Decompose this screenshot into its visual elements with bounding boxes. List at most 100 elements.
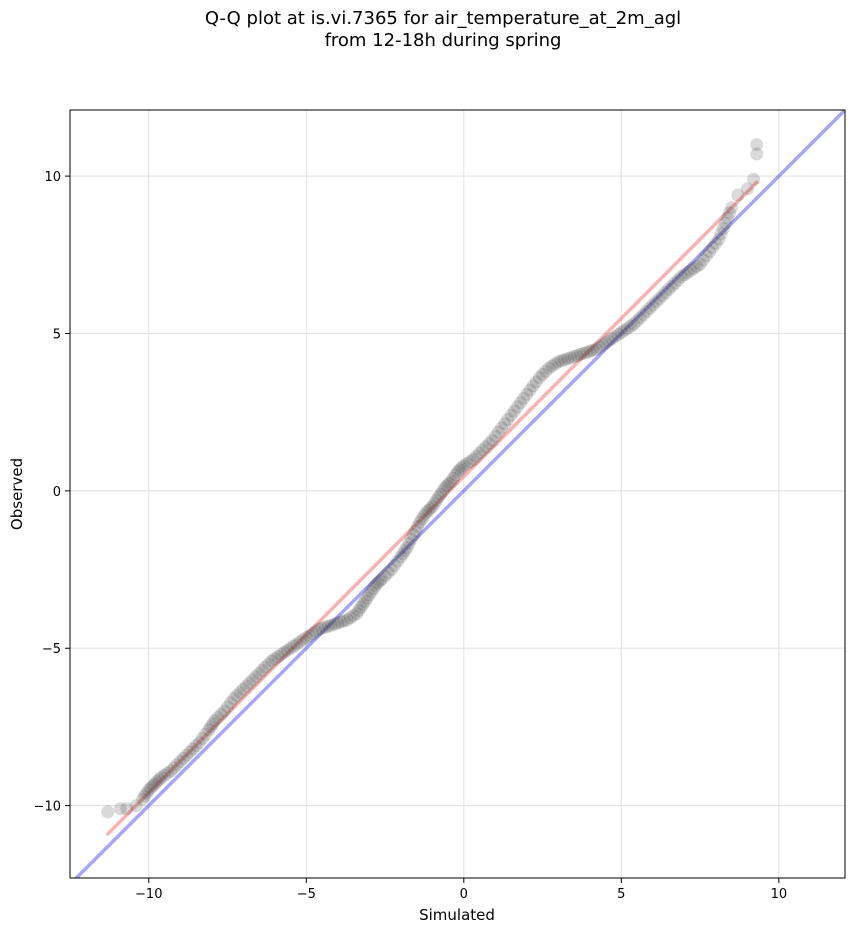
data-point (455, 461, 469, 475)
data-point (617, 323, 631, 337)
data-point (421, 504, 435, 518)
data-point (204, 720, 218, 734)
data-point (680, 266, 694, 280)
data-point (402, 536, 416, 550)
data-point (589, 342, 603, 356)
data-point (448, 468, 462, 482)
data-point (243, 676, 257, 690)
data-point (643, 301, 657, 315)
data-point (599, 336, 613, 350)
data-point (558, 353, 572, 367)
data-point (573, 347, 587, 361)
data-point (230, 688, 244, 702)
data-point (658, 286, 672, 300)
data-point (265, 654, 279, 668)
data-point (358, 594, 372, 608)
data-point (217, 704, 231, 718)
data-point (491, 425, 505, 439)
data-point (703, 245, 717, 259)
data-point (398, 544, 412, 558)
y-tick-label: −10 (34, 800, 61, 815)
data-point (709, 236, 723, 250)
data-point (258, 660, 272, 674)
data-point (268, 652, 282, 666)
data-point (699, 249, 713, 263)
data-point (129, 799, 143, 813)
data-point (633, 311, 647, 325)
data-point (400, 541, 414, 555)
data-point (750, 138, 764, 152)
data-point (180, 748, 194, 762)
data-point (592, 340, 606, 354)
data-point (662, 282, 676, 296)
data-point (391, 554, 405, 568)
data-point (318, 620, 332, 634)
fit-line (106, 180, 759, 836)
data-point (595, 338, 609, 352)
data-point (271, 650, 285, 664)
data-point (321, 619, 335, 633)
data-point (384, 563, 398, 577)
data-point (142, 783, 156, 797)
data-point (138, 789, 152, 803)
data-point (296, 633, 310, 647)
data-point (750, 147, 764, 161)
data-point (479, 440, 493, 454)
data-point (451, 465, 464, 479)
data-point (720, 211, 734, 225)
data-point (453, 463, 467, 477)
data-point (396, 547, 410, 561)
data-point (627, 317, 641, 331)
data-point (640, 304, 654, 318)
data-point (611, 328, 625, 342)
data-point (583, 344, 597, 358)
data-point (460, 457, 474, 471)
data-point (150, 774, 164, 788)
data-point (495, 421, 509, 435)
data-point (722, 206, 736, 220)
data-point (140, 786, 154, 800)
data-point (469, 449, 483, 463)
data-point (415, 512, 429, 526)
data-point (352, 603, 366, 617)
x-tick-label: 10 (771, 887, 788, 902)
x-tick-label: −5 (297, 887, 316, 902)
data-point (440, 479, 454, 493)
y-tick-label: 5 (53, 327, 61, 342)
data-point (364, 585, 378, 599)
data-point (354, 600, 368, 614)
data-point (202, 723, 216, 737)
data-point (176, 751, 190, 765)
data-point (463, 454, 477, 468)
data-point (438, 481, 452, 495)
data-point (211, 710, 225, 724)
data-point (501, 413, 515, 427)
data-point (614, 325, 628, 339)
data-point (299, 631, 313, 645)
data-point (577, 346, 591, 360)
data-point (687, 261, 701, 275)
data-point (444, 474, 458, 488)
data-point (195, 731, 209, 745)
data-point (714, 227, 728, 241)
data-point (406, 528, 420, 542)
data-point (564, 351, 578, 365)
data-point (306, 627, 320, 641)
data-point (173, 755, 187, 769)
data-point (334, 615, 348, 629)
data-point (408, 524, 422, 538)
chart-title-block: Q-Q plot at is.vi.7365 for air_temperatu… (0, 8, 854, 52)
y-tick-label: 0 (53, 485, 61, 500)
data-point (315, 621, 329, 635)
data-point (684, 264, 698, 278)
data-point (378, 569, 392, 583)
data-point (246, 673, 260, 687)
data-point (646, 298, 660, 312)
data-point (146, 779, 160, 793)
data-point (101, 805, 115, 819)
data-point (375, 572, 389, 586)
data-point (249, 670, 263, 684)
data-point (514, 396, 528, 410)
data-point (716, 222, 730, 236)
data-point (164, 764, 178, 778)
